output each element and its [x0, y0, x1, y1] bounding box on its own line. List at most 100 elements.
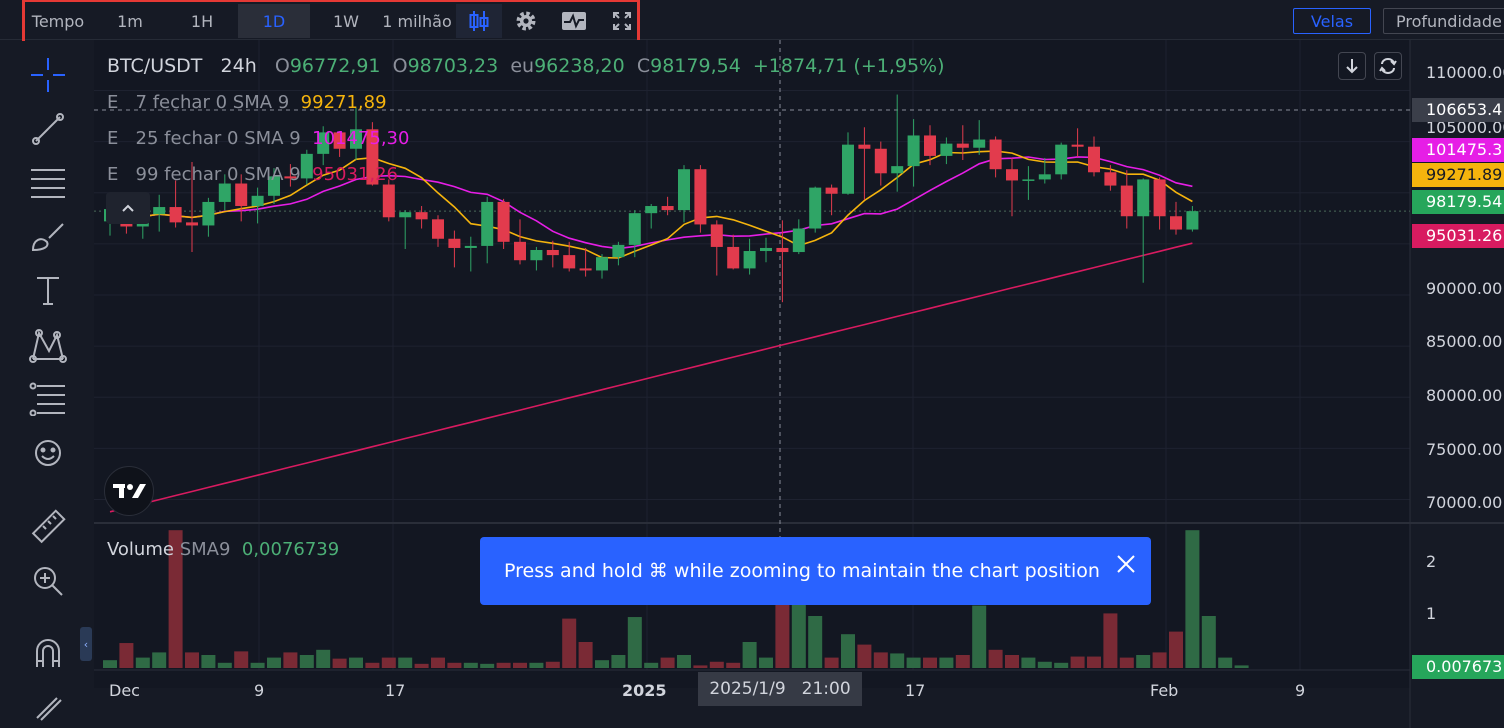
pattern-icon[interactable] — [28, 325, 68, 365]
zoom-in-icon[interactable] — [28, 561, 68, 601]
candle-body — [907, 135, 920, 167]
emoji-icon[interactable] — [28, 433, 68, 473]
interval-label: 24h — [220, 55, 257, 77]
candle-body — [546, 250, 559, 256]
x-axis-label: 17 — [385, 681, 406, 700]
candle-body — [481, 201, 494, 246]
candle-body — [415, 212, 428, 220]
candle-body — [235, 183, 248, 207]
volume-bar — [1218, 657, 1233, 668]
depth-view-button[interactable]: Profundidade — [1383, 8, 1504, 34]
crosshair-icon[interactable] — [28, 55, 68, 95]
candle-body — [1022, 179, 1035, 181]
volume-bar — [906, 657, 921, 668]
trend-line-icon[interactable] — [28, 109, 68, 149]
collapse-toolbar-button[interactable]: ‹ — [80, 627, 92, 661]
candle-body — [399, 212, 412, 218]
candle-body — [579, 268, 592, 271]
magnet-icon[interactable] — [28, 633, 68, 673]
volume-bar — [152, 652, 167, 668]
x-axis-label: 9 — [254, 681, 265, 700]
interval-1m[interactable]: 1m — [117, 11, 143, 31]
indicators-icon[interactable] — [554, 4, 594, 38]
x-axis-label: 17 — [905, 681, 926, 700]
volume-bar — [1087, 656, 1101, 668]
candle-body — [825, 187, 838, 194]
volume-bar — [234, 651, 249, 668]
interval-1h[interactable]: 1H — [190, 11, 214, 31]
candles-icon[interactable] — [456, 4, 502, 38]
volume-bar — [709, 661, 724, 668]
volume-bar — [217, 662, 232, 668]
ruler-icon[interactable] — [28, 507, 68, 547]
close-icon[interactable] — [1115, 553, 1137, 575]
interval-1w[interactable]: 1W — [333, 11, 359, 31]
candle-body — [317, 132, 330, 154]
interval-tempo[interactable]: Tempo — [31, 11, 85, 31]
volume-bar — [857, 644, 872, 668]
volume-bar — [955, 655, 970, 668]
open-prefix: O — [274, 55, 290, 77]
candle-body — [1055, 144, 1068, 175]
volume-bar — [1103, 613, 1118, 668]
ohlc-legend: BTC/USDT 24h O96772,91 O98703,23 eu96238… — [107, 55, 945, 77]
volume-bar — [103, 660, 117, 668]
text-tool-icon[interactable] — [28, 271, 68, 311]
ma99-legend[interactable]: E 99 fechar 0 SMA 9 95031,26 — [107, 164, 398, 185]
volume-bar — [168, 530, 183, 668]
candle-body — [694, 169, 707, 225]
crosshair-date: 2025/1/9 — [709, 679, 786, 699]
candles-view-button[interactable]: Velas — [1293, 8, 1371, 34]
volume-sma-label: SMA9 — [179, 539, 231, 560]
high-prefix: O — [392, 55, 408, 77]
candle-body — [563, 255, 576, 269]
ma25-label: 25 fechar 0 SMA 9 — [135, 128, 301, 149]
volume-bar — [1054, 662, 1069, 668]
interval-1d[interactable]: 1D — [238, 4, 310, 38]
ma7-value: 99271,89 — [300, 92, 387, 113]
ma25-legend[interactable]: E 25 fechar 0 SMA 9 101475,30 — [107, 128, 409, 149]
candle-body — [891, 166, 904, 174]
horizontal-lines-icon[interactable] — [28, 163, 68, 203]
ma7-legend[interactable]: E 7 fechar 0 SMA 9 99271,89 — [107, 92, 387, 113]
volume-bar — [562, 618, 577, 668]
candle-body — [530, 250, 543, 261]
price-chart[interactable] — [0, 40, 1504, 728]
volume-bar — [496, 662, 511, 668]
volume-bar — [267, 657, 281, 668]
gear-icon[interactable] — [506, 4, 546, 38]
candle-body — [858, 144, 871, 149]
toast-message: Press and hold ⌘ while zooming to mainta… — [504, 560, 1100, 582]
brush-icon[interactable] — [28, 217, 68, 257]
fullscreen-icon[interactable] — [602, 4, 642, 38]
y-axis-label: 75000.00 — [1426, 440, 1503, 459]
candle-body — [300, 153, 313, 179]
volume-bar — [431, 657, 445, 668]
interval-1-milhao[interactable]: 1 milhão — [382, 11, 452, 31]
open-value: 96772,91 — [289, 55, 381, 77]
candle-body — [596, 257, 608, 271]
volume-bar — [988, 649, 1003, 668]
tradingview-logo[interactable] — [104, 466, 154, 516]
candle-body — [350, 129, 362, 149]
ma7-line — [109, 150, 1193, 259]
volume-bar — [808, 616, 823, 668]
candle-body — [874, 148, 887, 174]
pencil-lock-icon[interactable] — [28, 687, 68, 727]
volume-bar — [923, 657, 937, 668]
candle-body — [661, 206, 674, 211]
volume-bar — [545, 661, 560, 668]
volume-bar — [1201, 616, 1216, 668]
fib-levels-icon[interactable] — [28, 379, 68, 419]
reset-chart-button[interactable] — [1374, 52, 1402, 80]
candle-body — [202, 201, 215, 226]
candle-body — [1186, 211, 1199, 230]
collapse-legend-button[interactable] — [106, 192, 150, 224]
y-axis-label: 70000.00 — [1426, 493, 1503, 512]
scroll-to-latest-button[interactable] — [1338, 52, 1366, 80]
low-prefix: eu — [510, 55, 535, 77]
volume-bar — [595, 660, 609, 668]
volume-bar — [349, 657, 363, 668]
candle-body — [727, 246, 740, 269]
last-price-tag: 98179.54 — [1412, 190, 1504, 214]
